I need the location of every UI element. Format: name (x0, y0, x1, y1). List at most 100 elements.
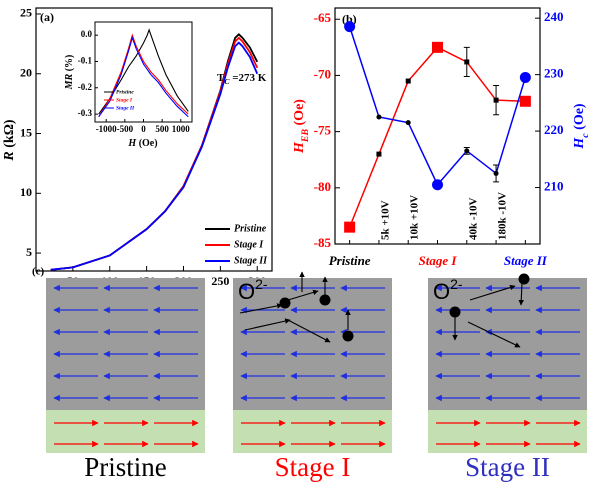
y-axis-label: HEB (Oe) (292, 99, 311, 154)
data-point (493, 170, 499, 176)
data-point (432, 179, 443, 191)
y2-tick-label: 210 (544, 179, 564, 194)
data-point (493, 97, 499, 103)
y-axis-label-part: EB (300, 129, 311, 144)
y2-tick-label: 240 (544, 9, 564, 24)
y-tick-label: -75 (314, 123, 332, 138)
tc-annotation: TC =273 K (217, 72, 267, 87)
data-line (98, 28, 189, 115)
substrate-layer (428, 410, 587, 453)
arrow (287, 289, 319, 301)
oxygen-ion (319, 294, 331, 306)
ion-part: 2- (255, 276, 268, 292)
y-axis-label: R (kΩ) (2, 119, 17, 162)
plot-frame (35, 7, 273, 272)
inset-x-axis-label-part: H (127, 138, 137, 149)
y-axis-label-part: (kΩ) (2, 119, 17, 151)
legend-label: Pristine (234, 223, 267, 234)
ion-label: O2- (433, 276, 463, 304)
inset-x-axis-label: H (Oe) (127, 138, 157, 149)
data-point (376, 114, 382, 120)
inset-y-axis-label-part: MR (64, 73, 75, 90)
tc-annotation-part: T (217, 72, 225, 84)
stage-title: Stage I (275, 452, 351, 482)
oxide-layer (233, 278, 392, 410)
ion-part: O (433, 279, 450, 304)
oxygen-ion (279, 297, 291, 309)
inset-y-tick-label: -0.1 (78, 56, 93, 66)
data-point (344, 221, 356, 233)
tc-annotation-part: C (224, 77, 230, 86)
y-tick-label: -70 (314, 66, 331, 81)
substrate-layer (233, 410, 392, 453)
data-line (98, 35, 189, 118)
inset-x-tick-label: 500 (155, 124, 169, 134)
tc-annotation-part: =273 K (229, 72, 266, 84)
data-point (464, 59, 470, 65)
data-point (405, 120, 411, 126)
y2-tick-label: 220 (544, 122, 564, 137)
arrow (287, 319, 331, 343)
oxide-layer (428, 278, 587, 410)
y-tick-label: 15 (20, 125, 32, 139)
y2-axis-label-part: H (572, 137, 587, 150)
y-tick-label: 20 (20, 66, 32, 80)
data-point (432, 41, 443, 53)
data-point (405, 78, 411, 84)
panel-label: (c) (32, 266, 45, 278)
inset-legend-label: Stage I (116, 97, 133, 103)
data-point (376, 151, 382, 157)
arrow (518, 282, 524, 306)
y-tick-label: 10 (20, 185, 32, 199)
x-tick-label: Stage II (504, 253, 548, 268)
x-tick-label: 180k -10V (497, 192, 509, 240)
y-tick-label: -65 (314, 10, 332, 25)
y2-axis-label: Hc (Oe) (572, 103, 591, 150)
arrow (469, 284, 516, 301)
y2-axis-label-part: (Oe) (572, 103, 587, 133)
stage-title: Pristine (84, 452, 167, 482)
x-tick-label: 250 (211, 274, 229, 288)
x-tick-label: Pristine (329, 253, 371, 268)
y2-axis-label-part: c (580, 133, 591, 138)
ion-label: O2- (238, 276, 268, 304)
inset-y-tick-label: -0.2 (78, 82, 93, 92)
x-tick-label: Stage I (419, 253, 458, 268)
ion-part: O (238, 279, 255, 304)
inset-y-axis-label: MR (%) (64, 55, 75, 91)
legend-label: Stage II (234, 255, 268, 266)
stage-title: Stage II (465, 452, 550, 482)
data-line (98, 33, 189, 118)
inset-x-axis-label-part: (Oe) (136, 138, 157, 149)
y-tick-label: -85 (314, 235, 332, 250)
x-tick-label: 5k +10V (379, 200, 391, 240)
y-axis-label-part: (Oe) (292, 99, 307, 129)
y-axis-label-part: H (292, 141, 307, 154)
oxide-layer (46, 278, 205, 410)
oxygen-ion (449, 306, 461, 318)
data-point (519, 95, 531, 107)
y-tick-label: -80 (314, 179, 331, 194)
data-point (344, 21, 356, 33)
legend-label: Stage I (234, 239, 264, 250)
arrow (244, 318, 291, 331)
y-axis-label-part: R (2, 151, 17, 161)
inset-x-tick-label: -1000 (96, 124, 117, 134)
inset-x-tick-label: 0 (141, 124, 146, 134)
inset-legend-label: Pristine (116, 89, 134, 95)
inset-legend-label: Stage II (116, 105, 135, 111)
substrate-layer (46, 410, 205, 453)
arrow (467, 321, 521, 348)
inset-x-tick-label: 1000 (172, 124, 191, 134)
y-tick-label: 25 (20, 6, 32, 20)
oxygen-ion (342, 330, 354, 342)
data-point (519, 71, 531, 83)
data-line (50, 41, 259, 271)
inset-y-tick-label: -0.3 (78, 108, 93, 118)
x-tick-label: 10k +10V (409, 195, 421, 240)
data-point (464, 148, 470, 154)
y-tick-label: 5 (26, 245, 32, 259)
x-tick-label: 40k -10V (467, 197, 479, 240)
ion-part: 2- (450, 276, 463, 292)
